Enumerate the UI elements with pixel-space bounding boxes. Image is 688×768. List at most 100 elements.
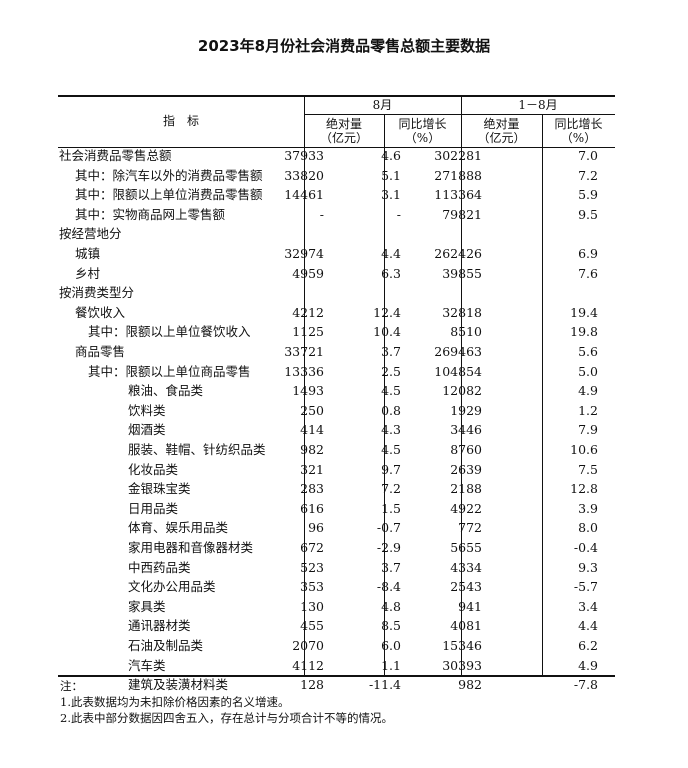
cell-c-abs: 113364 [434,187,482,203]
cell-m-abs: 321 [300,461,324,477]
cell-m-abs: 13336 [284,363,324,379]
note-item: 1.此表数据均为未扣除价格因素的名义增速。 [60,695,290,709]
cell-c-g: 9.3 [578,559,598,575]
abs-unit: （亿元） [477,131,526,145]
table-row: 文化办公用品类 353 -8.4 2543 -5.7 [58,577,615,597]
page-title: 2023年8月份社会消费品零售总额主要数据 [197,37,491,55]
table-row: 其中：限额以上单位商品零售 13336 2.5 104854 5.0 [58,362,615,382]
table-row: 其中：限额以上单位消费品零售额 14461 3.1 113364 5.9 [58,185,615,205]
cell-c-abs: 104854 [434,363,482,379]
cell-c-abs: 2188 [450,481,482,497]
column-divider [384,115,385,676]
table-row: 日用品类 616 1.5 4922 3.9 [58,499,615,519]
column-divider [461,95,462,676]
row-label: 按消费类型分 [59,285,135,301]
cell-c-g: 7.5 [578,461,598,477]
table-row: 其中：实物商品网上零售额 - - 79821 9.5 [58,205,615,225]
abs-label: 绝对量 [325,117,362,131]
cell-m-abs: 4112 [292,657,324,673]
growth-unit: （%） [560,131,597,145]
table-row: 粮油、食品类 1493 4.5 12082 4.9 [58,381,615,401]
cell-c-g: 6.2 [578,638,598,653]
growth-label: 同比增长 [398,117,447,131]
cell-c-abs: 2639 [450,461,482,477]
cell-c-abs: 941 [458,598,482,614]
row-label: 文化办公用品类 [128,579,216,595]
cell-m-abs: 2070 [292,638,324,653]
cell-m-abs: 414 [300,422,324,438]
row-label: 商品零售 [75,344,126,359]
cell-m-abs: 4959 [292,265,324,281]
table-row: 其中：限额以上单位餐饮收入 1125 10.4 8510 19.8 [58,322,615,342]
row-label: 饮料类 [128,402,166,418]
table-row: 家用电器和音像器材类 672 -2.9 5655 -0.4 [58,538,615,558]
table-row: 家具类 130 4.8 941 3.4 [58,597,615,617]
row-label: 粮油、食品类 [128,383,204,399]
cell-m-abs: 32974 [284,246,324,261]
table-row: 城镇 32974 4.4 262426 6.9 [58,244,615,264]
cell-c-abs: 79821 [442,206,482,222]
cell-c-g: 5.0 [578,363,598,379]
cell-m-g: 1.1 [381,657,401,673]
notes: 注： 1.此表数据均为未扣除价格因素的名义增速。 2.此表中部分数据因四舍五入，… [60,678,393,726]
cell-c-g: 7.2 [578,167,598,183]
cell-m-abs: 1493 [292,383,324,399]
period-divider-rule [304,114,615,115]
row-label: 家用电器和音像器材类 [128,540,254,555]
table-row: 通讯器材类 455 8.5 4081 4.4 [58,616,615,636]
row-label: 日用品类 [128,500,179,516]
table-row: 中西药品类 523 3.7 4334 9.3 [58,558,615,578]
cell-c-abs: 5655 [450,540,482,555]
cell-c-abs: 30393 [442,657,482,673]
row-label: 服装、鞋帽、针纺织品类 [128,442,266,457]
cell-c-g: 12.8 [570,481,598,497]
table-row: 化妆品类 321 9.7 2639 7.5 [58,460,615,480]
row-label: 其中：限额以上单位商品零售 [88,363,251,379]
cell-m-g: 4.8 [381,598,401,614]
cell-c-g: 4.9 [578,657,598,673]
table-row: 建筑及装潢材料类 128 -11.4 982 -7.8 [58,675,615,695]
cell-m-g: -0.7 [376,520,401,536]
cell-c-abs: 4334 [450,559,482,575]
cell-m-g: 5.1 [381,167,401,183]
row-label: 通讯器材类 [128,618,191,634]
row-label: 汽车类 [128,657,166,673]
indicator-header: 指 标 [162,114,199,128]
abs-header: 绝对量 （亿元） [461,117,542,145]
cell-c-g: 19.4 [570,304,598,320]
row-label: 社会消费品零售总额 [59,148,172,163]
cell-m-abs: 250 [300,402,324,418]
row-label: 其中：实物商品网上零售额 [75,206,226,222]
cell-c-abs: 3446 [450,422,482,438]
cell-m-g: 9.7 [381,461,401,477]
table-row: 服装、鞋帽、针纺织品类 982 4.5 8760 10.6 [58,440,615,460]
cell-c-g: 5.6 [578,344,598,359]
abs-unit: （亿元） [319,131,368,145]
cell-m-abs: 982 [300,442,324,457]
cell-m-g: 12.4 [373,304,401,320]
abs-label: 绝对量 [483,117,520,131]
row-label: 城镇 [75,246,101,261]
cell-m-abs: 4212 [292,304,324,320]
growth-unit: （%） [404,131,441,145]
cell-c-abs: 772 [458,520,482,536]
growth-label: 同比增长 [554,117,603,131]
cell-c-abs: 39855 [442,265,482,281]
cell-m-abs: 672 [300,540,324,555]
cell-m-g: 3.7 [381,559,401,575]
cell-m-g: 4.5 [381,383,401,399]
table-row: 按消费类型分 [58,283,615,303]
cell-c-abs: 262426 [434,246,482,261]
cell-m-g: 7.2 [381,481,401,497]
row-label: 其中：限额以上单位消费品零售额 [75,187,263,203]
cell-m-abs: 37933 [284,148,324,163]
cell-m-g: 2.5 [381,363,401,379]
row-label: 其中：除汽车以外的消费品零售额 [75,167,263,183]
row-label: 化妆品类 [128,461,179,477]
cell-m-abs: 130 [300,598,324,614]
cell-m-abs: 14461 [284,187,324,203]
cell-c-abs: 12082 [442,383,482,399]
cell-m-abs: 283 [300,481,324,497]
cell-m-g: 6.0 [381,638,401,653]
cell-c-g: -0.4 [573,540,598,555]
